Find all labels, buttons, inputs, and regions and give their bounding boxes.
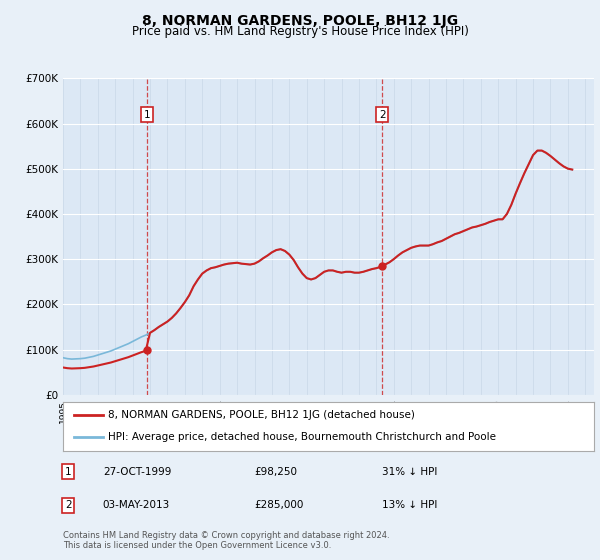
Text: £285,000: £285,000	[254, 501, 304, 510]
Text: HPI: Average price, detached house, Bournemouth Christchurch and Poole: HPI: Average price, detached house, Bour…	[108, 432, 496, 442]
Text: 13% ↓ HPI: 13% ↓ HPI	[382, 501, 437, 510]
Text: 2: 2	[65, 501, 71, 510]
Text: 31% ↓ HPI: 31% ↓ HPI	[382, 467, 437, 477]
Text: 03-MAY-2013: 03-MAY-2013	[103, 501, 170, 510]
Text: 8, NORMAN GARDENS, POOLE, BH12 1JG: 8, NORMAN GARDENS, POOLE, BH12 1JG	[142, 14, 458, 28]
Text: 8, NORMAN GARDENS, POOLE, BH12 1JG (detached house): 8, NORMAN GARDENS, POOLE, BH12 1JG (deta…	[108, 410, 415, 420]
Text: Contains HM Land Registry data © Crown copyright and database right 2024.
This d: Contains HM Land Registry data © Crown c…	[63, 531, 389, 550]
Text: 27-OCT-1999: 27-OCT-1999	[103, 467, 171, 477]
Text: 2: 2	[379, 110, 386, 120]
Text: 1: 1	[143, 110, 150, 120]
Text: Price paid vs. HM Land Registry's House Price Index (HPI): Price paid vs. HM Land Registry's House …	[131, 25, 469, 38]
Text: 1: 1	[65, 467, 71, 477]
Text: £98,250: £98,250	[254, 467, 297, 477]
